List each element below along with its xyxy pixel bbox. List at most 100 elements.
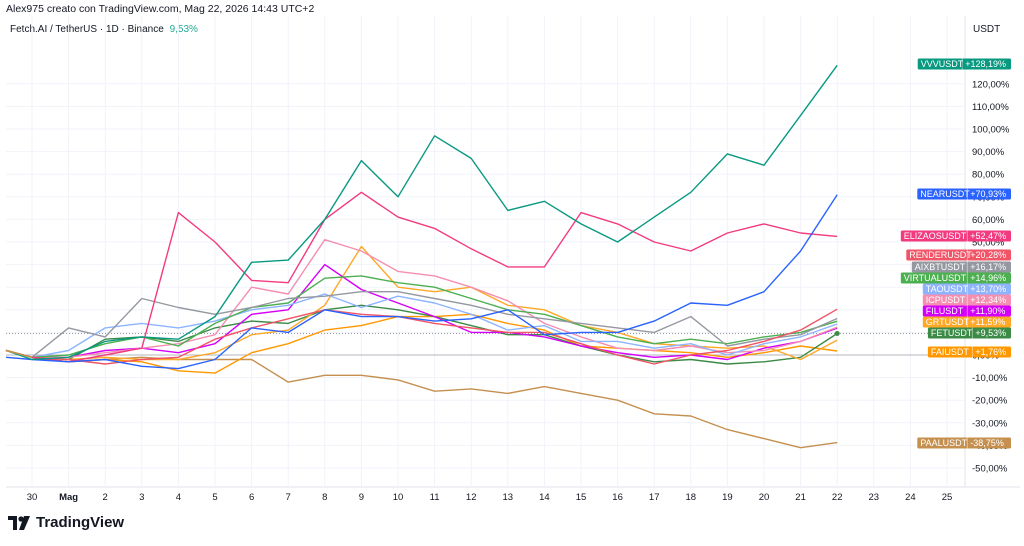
series-change: +11,90% (970, 306, 1005, 316)
symbol-change: 9,53% (169, 24, 198, 35)
x-tick-label: 10 (393, 492, 404, 503)
series-line-renderusdt[interactable] (31, 308, 838, 365)
x-tick-label: 17 (649, 492, 660, 503)
series-label-elizaosusdt[interactable]: ELIZAOSUSDT +52,47% (900, 230, 1011, 242)
brand-name: TradingView (36, 514, 125, 531)
series-label-faiusdt[interactable]: FAIUSDT +1,76% (927, 346, 1011, 358)
y-tick-label: -50,00% (972, 464, 1008, 475)
x-tick-label: 14 (539, 492, 550, 503)
series-name: VVVUSDT (921, 59, 964, 69)
series-line-virtualusdt[interactable] (31, 275, 838, 358)
series-line-icpusdt[interactable] (32, 238, 838, 358)
y-tick-label: 90,00% (972, 147, 1005, 158)
x-tick-label: 18 (686, 492, 697, 503)
x-tick-label: 20 (759, 492, 770, 503)
series-change: +16,17% (970, 262, 1006, 272)
x-tick-label: 9 (359, 492, 364, 503)
x-tick-label: 25 (942, 492, 953, 503)
series-label-bg (911, 261, 1011, 273)
series-label-icpusdt[interactable]: ICPUSDT +12,34% (922, 294, 1011, 306)
x-tick-label: Mag (59, 492, 78, 503)
symbol-info[interactable]: Fetch.AI / TetherUS · 1D · Binance 9,53% (10, 24, 198, 35)
y-tick-label: -10,00% (972, 373, 1008, 384)
series-label-bg (906, 249, 1011, 261)
x-tick-label: 2 (103, 492, 108, 503)
x-tick-label: 6 (249, 492, 254, 503)
tradingview-logo-icon (8, 515, 30, 530)
series-change: +12,34% (970, 295, 1006, 305)
series-name: RENDERUSDT (909, 250, 972, 260)
y-tick-label: 120,00% (972, 79, 1010, 90)
y-tick-label: 100,00% (972, 125, 1010, 136)
series-line-taousdt[interactable] (31, 293, 838, 358)
x-tick-label: 21 (795, 492, 806, 503)
y-tick-label: -20,00% (972, 396, 1008, 407)
symbol-title: Fetch.AI / TetherUS · 1D · Binance (10, 24, 164, 35)
series-change: +52,47% (970, 231, 1006, 241)
x-tick-label: 11 (430, 492, 440, 503)
x-tick-label: 24 (905, 492, 916, 503)
series-name: FETUSDT (931, 328, 973, 338)
series-label-nearusdt[interactable]: NEARUSDT +70,93% (917, 188, 1011, 200)
x-tick-label: 5 (212, 492, 217, 503)
series-change: +128,19% (965, 59, 1006, 69)
y-tick-label: 80,00% (972, 170, 1005, 181)
series-label-bg (927, 346, 1011, 358)
series-line-paalusdt[interactable] (31, 356, 838, 449)
series-name: PAALUSDT (920, 438, 967, 448)
x-tick-label: 16 (612, 492, 623, 503)
series-change: -38,75% (970, 438, 1004, 448)
x-tick-label: 3 (139, 492, 144, 503)
series-line-elizaosusdt[interactable] (31, 191, 838, 363)
series-change: +14,96% (970, 273, 1006, 283)
series-label-bg (922, 283, 1011, 295)
series-line-grtusdt[interactable] (31, 245, 838, 361)
series-label-bg (900, 272, 1011, 284)
series-name: TAOUSDT (926, 284, 969, 294)
x-tick-label: 15 (576, 492, 587, 503)
x-tick-label: 7 (286, 492, 291, 503)
series-line-vvvusdt[interactable] (31, 64, 838, 361)
price-unit: USDT (973, 24, 1001, 35)
series-change: +1,76% (975, 347, 1006, 357)
series-line-aixbtusdt[interactable] (31, 291, 838, 358)
x-tick-label: 4 (176, 492, 181, 503)
series-label-bg (917, 437, 1011, 449)
tradingview-brand[interactable]: TradingView (8, 514, 124, 531)
series-label-virtualusdt[interactable]: VIRTUALUSDT +14,96% (900, 272, 1011, 284)
series-line-nearusdt[interactable] (5, 194, 838, 370)
series-label-grtusdt[interactable]: GRTUSDT +11,59% (922, 316, 1011, 328)
chart-credit: Alex975 creato con TradingView.com, Mag … (6, 3, 315, 15)
fet-last-point (834, 330, 840, 336)
x-tick-label: 22 (832, 492, 843, 503)
series-label-fetusdt[interactable]: FETUSDT +9,53% (927, 327, 1011, 339)
y-tick-label: 50,00% (972, 238, 1005, 249)
x-tick-label: 30 (27, 492, 38, 503)
series-label-bg (922, 294, 1011, 306)
x-tick-label: 12 (466, 492, 477, 503)
series-name: NEARUSDT (920, 189, 970, 199)
series-change: +13,70% (970, 284, 1006, 294)
series-name: ICPUSDT (926, 295, 966, 305)
series-label-vvvusdt[interactable]: VVVUSDT +128,19% (917, 58, 1011, 70)
x-tick-label: 8 (322, 492, 327, 503)
series-name: FILUSDT (926, 306, 964, 316)
series-start-paalusdt (5, 349, 33, 358)
series-change: +11,59% (970, 317, 1005, 327)
series-label-filusdt[interactable]: FILUSDT +11,90% (922, 305, 1011, 317)
series-label-paalusdt[interactable]: PAALUSDT -38,75% (917, 437, 1011, 449)
y-tick-label: -30,00% (972, 418, 1008, 429)
series-label-bg (917, 58, 1011, 70)
series-label-renderusdt[interactable]: RENDERUSDT+20,28% (906, 249, 1011, 261)
series-name: AIXBTUSDT (915, 262, 966, 272)
series-label-taousdt[interactable]: TAOUSDT +13,70% (922, 283, 1011, 295)
series-label-bg (917, 188, 1011, 200)
series-label-aixbtusdt[interactable]: AIXBTUSDT +16,17% (911, 261, 1011, 273)
series-name: VIRTUALUSDT (904, 273, 967, 283)
series-label-bg (927, 327, 1011, 339)
y-tick-label: 60,00% (972, 215, 1005, 226)
series-change: +70,93% (970, 189, 1006, 199)
y-tick-label: 110,00% (972, 102, 1009, 113)
series-line-filusdt[interactable] (32, 263, 838, 361)
